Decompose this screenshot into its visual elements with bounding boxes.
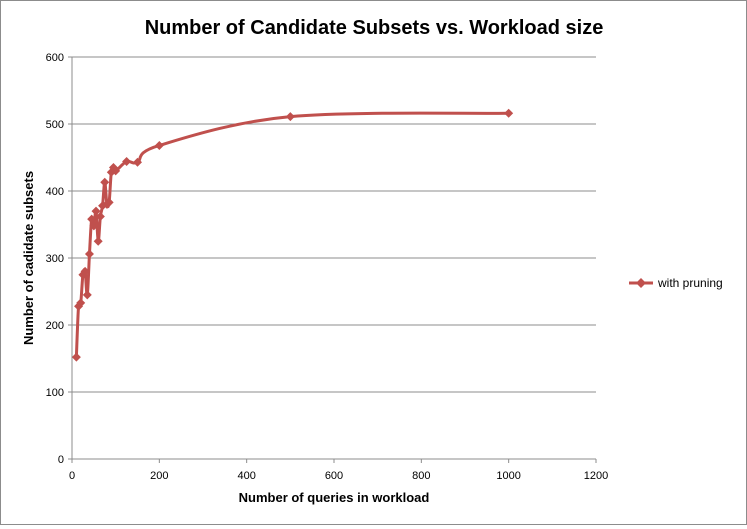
data-point-marker [91,206,101,216]
legend-label: with pruning [657,276,723,290]
x-tick-label: 800 [412,470,430,482]
data-point-marker [76,298,86,308]
data-point-marker [154,140,164,150]
plot-area: 0 100 200 300 400 500 600 0 200 400 600 800 1000 120… [46,52,609,482]
x-tick-label: 1200 [584,470,608,482]
x-axis-title: Number of queries in workload [239,490,430,505]
x-tick-label: 1000 [496,470,520,482]
data-point-marker [133,157,142,167]
data-series [71,108,514,362]
data-point-marker [100,177,110,187]
x-tick-label: 400 [237,470,255,482]
legend-marker-diamond-icon [636,278,646,288]
data-point-marker [84,249,94,259]
data-point-marker [504,108,514,118]
x-axis-ticks: 0 200 400 600 800 1000 1200 [69,459,608,482]
data-point-marker [95,211,105,221]
gridlines [72,56,596,393]
y-tick-label: 100 [46,387,64,399]
data-point-marker [71,352,81,362]
data-point-marker [104,197,114,207]
y-tick-label: 0 [58,454,64,466]
y-tick-label: 300 [46,253,64,265]
x-tick-label: 200 [150,470,168,482]
data-point-marker [89,221,99,231]
chart-title: Number of Candidate Subsets vs. Workload… [145,17,604,39]
series-line [74,111,509,358]
data-point-marker [122,157,132,167]
legend: with pruning [629,276,723,290]
y-axis-title: Number of cadidate subsets [21,171,36,345]
data-point-marker [111,166,121,176]
y-axis-ticks: 0 100 200 300 400 500 600 [46,52,72,466]
data-point-marker [82,290,92,300]
y-tick-label: 500 [46,119,64,131]
y-tick-label: 200 [46,320,64,332]
x-tick-label: 0 [69,470,75,482]
y-tick-label: 400 [46,186,64,198]
y-tick-label: 600 [46,52,64,64]
data-point-marker [87,214,97,224]
data-point-marker [80,266,90,276]
x-tick-label: 600 [325,470,343,482]
data-point-marker [93,236,103,246]
data-point-marker [285,112,295,122]
